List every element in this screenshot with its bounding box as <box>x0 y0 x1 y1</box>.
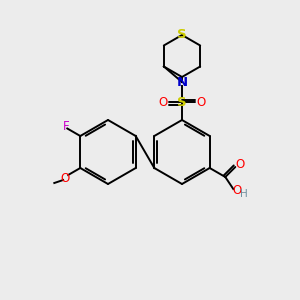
Text: O: O <box>236 158 245 172</box>
Text: S: S <box>177 95 187 109</box>
Text: O: O <box>158 95 168 109</box>
Text: S: S <box>177 28 187 41</box>
Text: N: N <box>176 76 188 88</box>
Text: F: F <box>63 120 70 133</box>
Text: O: O <box>233 184 242 196</box>
Text: H: H <box>240 189 248 199</box>
Text: O: O <box>61 172 70 184</box>
Text: O: O <box>196 95 206 109</box>
